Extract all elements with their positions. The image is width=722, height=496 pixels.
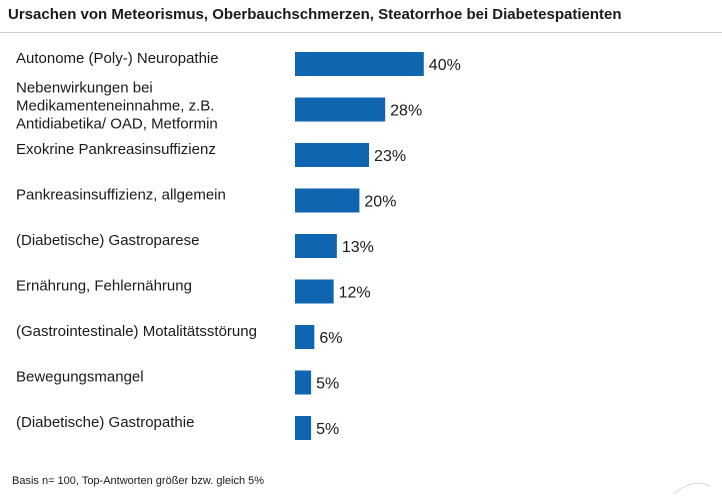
category-label: Autonome (Poly-) Neuropathie (16, 50, 219, 67)
category-label: (Diabetische) Gastropathie (16, 414, 194, 431)
category-label: Antidiabetika/ OAD, Metformin (16, 116, 218, 133)
bar-value-label: 12% (339, 285, 371, 302)
bar (295, 325, 315, 349)
bar-value-label: 23% (374, 148, 406, 165)
bar-value-label: 6% (319, 330, 342, 347)
category-label: Exokrine Pankreasinsuffizienz (16, 141, 216, 158)
bar (295, 143, 370, 167)
title-divider (0, 32, 722, 33)
bar-value-label: 13% (342, 239, 374, 256)
category-label: Medikamenteneinnahme, z.B. (16, 98, 214, 115)
category-label: Bewegungsmangel (16, 369, 144, 386)
bar (295, 188, 360, 213)
bar-value-label: 5% (316, 421, 339, 438)
bar-value-label: 20% (364, 194, 396, 211)
bar-value-label: 5% (316, 376, 339, 393)
corner-decoration-icon (673, 482, 711, 495)
bar (295, 279, 334, 304)
bar (295, 234, 337, 258)
category-label: Ernährung, Fehlernährung (16, 278, 192, 295)
category-label: (Gastrointestinale) Motalitätsstörung (16, 323, 257, 340)
category-label: (Diabetische) Gastroparese (16, 232, 199, 249)
category-label: Pankreasinsuffizienz, allgemein (16, 187, 226, 204)
bar-value-label: 40% (429, 57, 461, 74)
bar (295, 97, 386, 122)
footnote: Basis n= 100, Top-Antworten größer bzw. … (12, 475, 265, 487)
bar (295, 52, 424, 76)
category-label: Nebenwirkungen bei (16, 80, 153, 97)
bar-chart: 40% Autonome (Poly-) Neuropathie 28% Nebenw… (16, 50, 461, 440)
bar (295, 370, 312, 395)
bar (295, 416, 312, 440)
bar-value-label: 28% (390, 103, 422, 120)
chart-title: Ursachen von Meteorismus, Oberbauchschme… (8, 6, 622, 23)
